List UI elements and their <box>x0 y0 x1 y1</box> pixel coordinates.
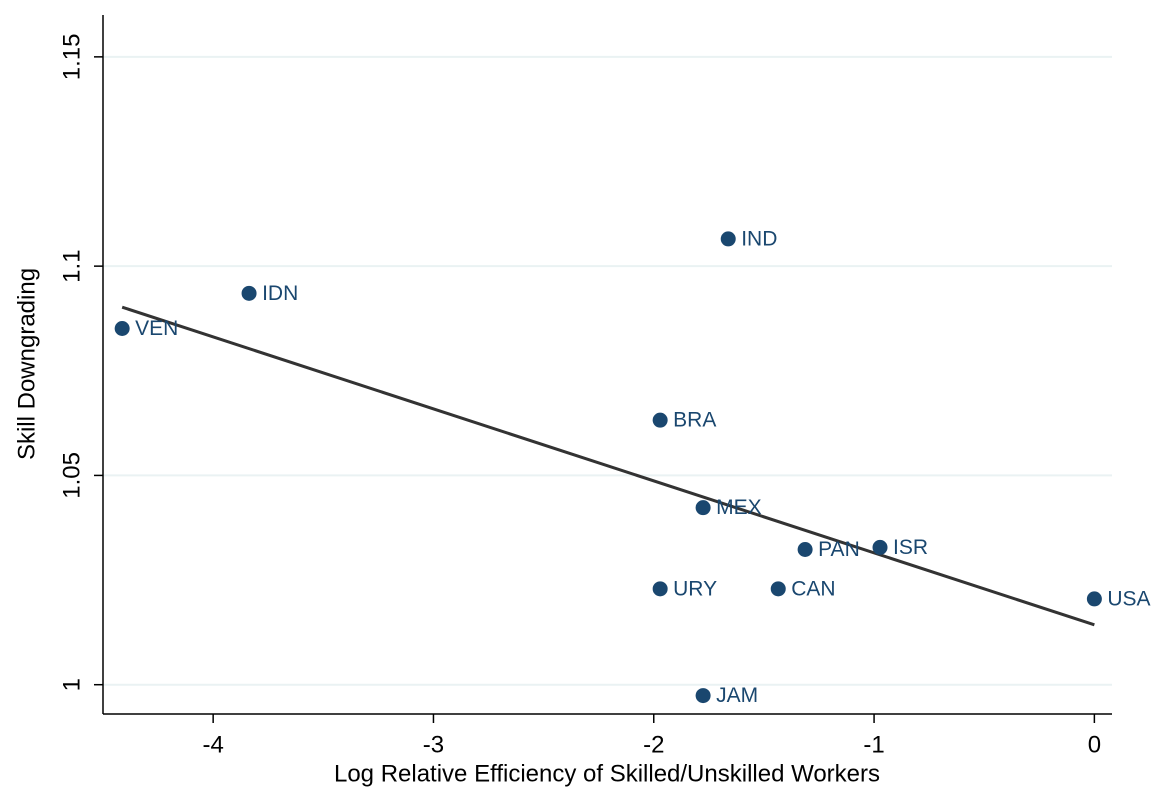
x-tick-label: -2 <box>643 731 664 758</box>
point <box>1086 591 1102 607</box>
point <box>652 581 668 597</box>
point-label: BRA <box>673 409 716 432</box>
point <box>241 285 257 301</box>
y-tick-label: 1.1 <box>58 249 85 282</box>
x-tick-label: -1 <box>863 731 884 758</box>
point <box>720 231 736 247</box>
point-label: USA <box>1107 587 1150 610</box>
point-label: PAN <box>818 538 860 561</box>
y-tick-label: 1.05 <box>58 452 85 499</box>
point-label: ISR <box>893 536 928 559</box>
x-tick-label: -3 <box>423 731 444 758</box>
point <box>652 412 668 428</box>
y-tick-label: 1 <box>58 678 85 691</box>
y-axis-label: Skill Downgrading <box>13 268 40 460</box>
x-tick-label: -4 <box>202 731 223 758</box>
x-axis-label: Log Relative Efficiency of Skilled/Unski… <box>334 760 880 787</box>
point-label: URY <box>673 577 717 600</box>
point <box>114 321 130 337</box>
point-label: IND <box>741 227 777 250</box>
point-label: MEX <box>716 496 762 519</box>
point <box>695 688 711 704</box>
y-tick-label: 1.15 <box>58 33 85 80</box>
point <box>797 542 813 558</box>
x-tick-label: 0 <box>1088 731 1101 758</box>
point <box>695 500 711 516</box>
point-label: VEN <box>135 317 178 340</box>
point-label: CAN <box>791 577 835 600</box>
fit-line <box>121 305 1095 627</box>
point <box>770 581 786 597</box>
point-label: IDN <box>262 282 298 305</box>
point-label: JAM <box>716 684 758 707</box>
point <box>872 539 888 555</box>
